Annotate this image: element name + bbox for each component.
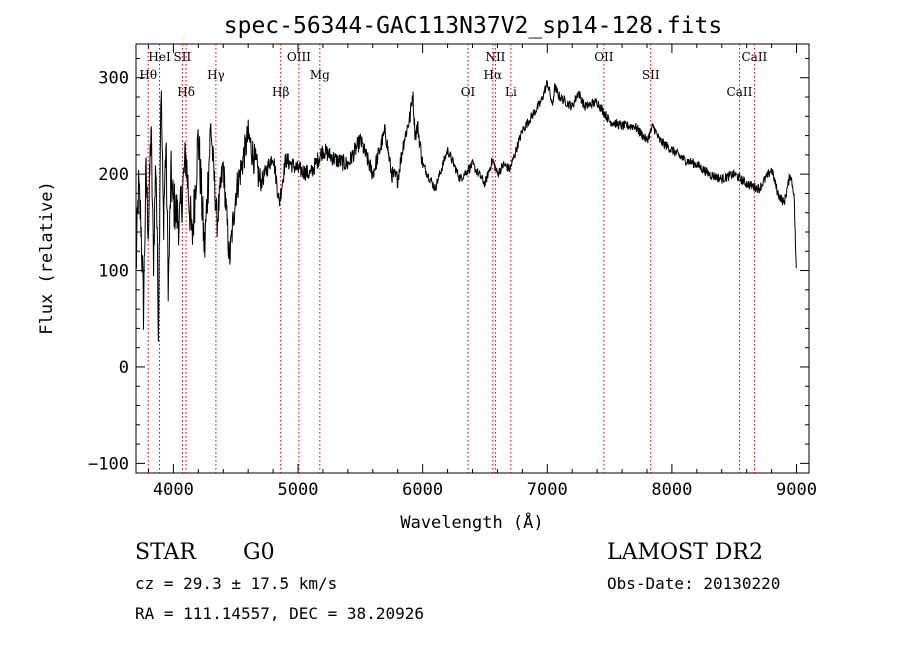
x-tick-label: 9000 — [776, 480, 817, 500]
object-subclass: G0 — [243, 540, 275, 565]
x-tick-label: 4000 — [153, 480, 194, 500]
line-label: Hγ — [207, 68, 225, 82]
line-label: SII — [174, 50, 192, 64]
line-label: NII — [485, 50, 505, 64]
observation-date: Obs-Date: 20130220 — [607, 574, 781, 593]
line-label: Hθ — [139, 68, 157, 82]
y-axis-label: Flux (relative) — [37, 181, 57, 335]
line-label: SII — [642, 68, 660, 82]
coordinates: RA = 111.14557, DEC = 38.20926 — [135, 604, 424, 623]
redshift-value: cz = 29.3 ± 17.5 km/s — [135, 574, 338, 593]
line-label: Li — [505, 85, 517, 99]
line-label: Hα — [484, 68, 503, 82]
survey-name: LAMOST DR2 — [607, 540, 763, 565]
line-label: HeI — [148, 50, 171, 64]
spectrum-series — [135, 80, 797, 342]
x-tick-label: 7000 — [527, 480, 568, 500]
y-tick-label: 100 — [98, 262, 129, 282]
line-label: CaII — [727, 85, 753, 99]
axis-ticks: 4000 5000 6000 7000 8000 9000 −100 0 100 200 300 — [88, 44, 817, 500]
y-tick-label: −100 — [88, 454, 129, 474]
line-label: OII — [594, 50, 614, 64]
spectrum-chart: spec-56344-GAC113N37V2_sp14-128.fits 400… — [37, 13, 817, 533]
plot-frame — [135, 43, 810, 474]
line-label: Hδ — [177, 85, 195, 99]
y-tick-label: 0 — [119, 358, 129, 378]
x-axis-label: Wavelength (Å) — [400, 511, 543, 533]
spectrum-line — [135, 80, 797, 342]
y-tick-label: 300 — [98, 69, 129, 89]
line-label: OI — [461, 85, 476, 99]
line-label: OIII — [287, 50, 311, 64]
y-tick-label: 200 — [98, 165, 129, 185]
x-tick-label: 5000 — [278, 480, 319, 500]
line-label: Mg — [310, 68, 330, 82]
x-tick-label: 8000 — [651, 480, 692, 500]
x-tick-label: 6000 — [402, 480, 443, 500]
line-label: CaII — [741, 50, 767, 64]
line-label: Hβ — [272, 85, 289, 99]
object-class: STAR — [135, 540, 196, 565]
chart-title: spec-56344-GAC113N37V2_sp14-128.fits — [224, 13, 723, 39]
